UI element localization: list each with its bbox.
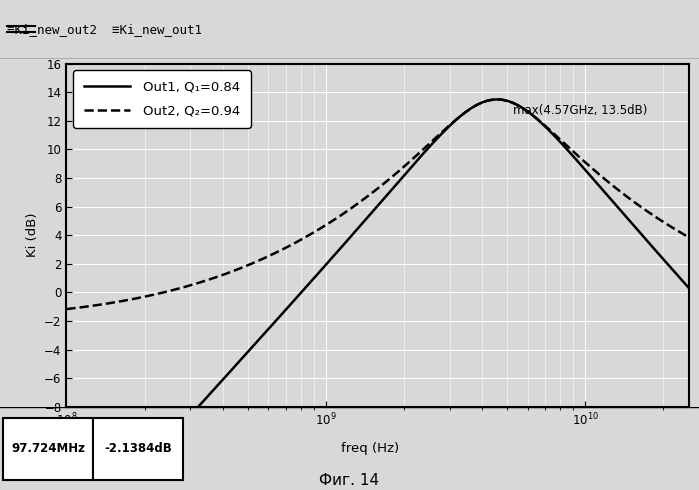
Out2, Q₂=0.94 [493,97,501,102]
Out2, Q₂=0.94 [574,153,582,159]
Y-axis label: Ki (dB): Ki (dB) [26,213,38,257]
Bar [93,417,183,480]
Out1, Q₁=0.84 [574,159,582,165]
Text: freq (Hz): freq (Hz) [341,442,399,455]
Legend: Out1, Q₁=0.84, Out2, Q₂=0.94: Out1, Q₁=0.84, Out2, Q₂=0.94 [73,70,251,128]
Text: Фиг. 14: Фиг. 14 [319,472,380,488]
Out2, Q₂=0.94 [526,111,535,117]
Bar [3,417,93,480]
Out1, Q₁=0.84 [435,133,444,139]
Out2, Q₂=0.94 [62,306,71,312]
Out1, Q₁=0.84 [684,285,693,291]
Out1, Q₁=0.84 [300,286,308,292]
Out1, Q₁=0.84 [467,105,475,111]
Out2, Q₂=0.94 [467,105,475,111]
Out2, Q₂=0.94 [435,131,444,137]
Text: ≡Ki_new_out2  ≡Ki_new_out1: ≡Ki_new_out2 ≡Ki_new_out1 [7,23,202,36]
Out1, Q₁=0.84 [526,111,535,117]
Out1, Q₁=0.84 [175,425,184,431]
Out2, Q₂=0.94 [175,285,184,291]
Text: 97.724MHz: 97.724MHz [11,442,85,455]
Line: Out2, Q₂=0.94: Out2, Q₂=0.94 [66,99,689,309]
Out1, Q₁=0.84 [493,97,501,102]
Out2, Q₂=0.94 [300,235,308,241]
Text: max(4.57GHz, 13.5dB): max(4.57GHz, 13.5dB) [513,104,647,117]
Line: Out1, Q₁=0.84: Out1, Q₁=0.84 [66,99,689,490]
Out2, Q₂=0.94 [684,234,693,240]
Text: -2.1384dB: -2.1384dB [104,442,172,455]
